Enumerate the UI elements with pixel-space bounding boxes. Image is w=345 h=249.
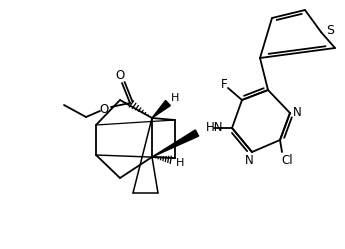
Text: HN: HN: [206, 121, 224, 133]
Polygon shape: [152, 100, 170, 118]
Text: H: H: [176, 158, 184, 168]
Text: Cl: Cl: [281, 153, 293, 167]
Polygon shape: [152, 130, 199, 157]
Text: F: F: [221, 77, 227, 90]
Text: N: N: [293, 106, 302, 119]
Text: O: O: [115, 68, 125, 81]
Text: H: H: [171, 93, 179, 103]
Text: O: O: [99, 103, 109, 116]
Text: N: N: [245, 153, 253, 167]
Text: S: S: [326, 23, 334, 37]
